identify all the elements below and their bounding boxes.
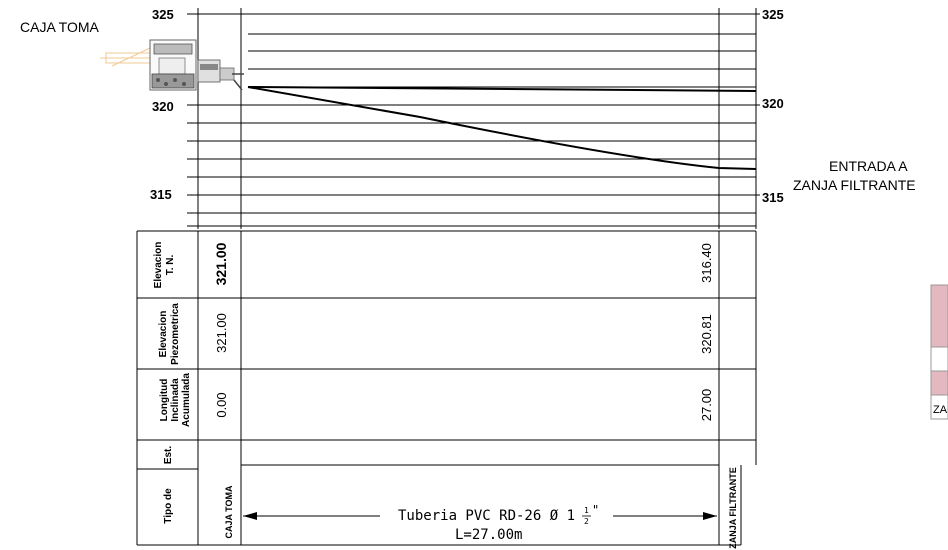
elevation-gridlines bbox=[187, 13, 760, 227]
pipe-fraction-numerator: 1 bbox=[584, 506, 589, 515]
row-header-piezometric-line1: Elevacion bbox=[158, 311, 169, 358]
row-header-est: Est. bbox=[163, 446, 174, 465]
caja-toma-structure-icon bbox=[100, 39, 244, 91]
pipe-description: Tuberia PVC RD-26 Ø 1 bbox=[398, 508, 575, 524]
left-tick-320: 320 bbox=[152, 99, 174, 114]
left-tick-315: 315 bbox=[150, 187, 172, 202]
dimension-arrow-right-icon bbox=[703, 512, 717, 520]
piezometric-line bbox=[247, 86, 757, 92]
row-header-tipo: Tipo de bbox=[163, 488, 174, 524]
start-piezometric-value: 321.00 bbox=[214, 313, 229, 353]
row-header-piezometric-line2: Piezometrica bbox=[170, 303, 181, 365]
end-type-value: ZANJA FILTRANTE bbox=[728, 467, 738, 549]
row-header-terrain-line2: T. N. bbox=[165, 255, 176, 276]
end-length-value: 27.00 bbox=[699, 389, 714, 422]
right-tick-325: 325 bbox=[762, 7, 784, 22]
start-length-value: 0.00 bbox=[214, 392, 229, 417]
dimension-arrow-left-icon bbox=[243, 512, 257, 520]
pipe-fraction-denominator: 2 bbox=[584, 517, 589, 526]
row-header-length-line1: Longitud bbox=[159, 379, 170, 422]
table-frame bbox=[136, 231, 757, 545]
right-tick-320: 320 bbox=[762, 96, 784, 111]
start-station-label: CAJA TOMA bbox=[20, 19, 100, 35]
left-tick-325: 325 bbox=[152, 7, 174, 22]
row-header-length-line2: Inclinada bbox=[170, 378, 181, 422]
start-terrain-value: 321.00 bbox=[213, 242, 229, 285]
row-header-length-line3: Acumulada bbox=[181, 373, 192, 427]
end-piezometric-value: 320.81 bbox=[699, 314, 714, 354]
end-terrain-value: 316.40 bbox=[699, 243, 714, 283]
pipe-length: L=27.00m bbox=[455, 527, 522, 543]
table-rows bbox=[137, 230, 756, 546]
end-station-label-line2: ZANJA FILTRANTE bbox=[793, 177, 916, 193]
legend-fragment bbox=[930, 284, 948, 420]
profile-frame bbox=[197, 8, 757, 229]
start-type-value: CAJA TOMA bbox=[224, 485, 234, 539]
pipe-inch-mark: " bbox=[592, 503, 599, 517]
end-station-label-line1: ENTRADA A bbox=[829, 158, 908, 174]
legend-fragment-text: ZA bbox=[933, 404, 948, 416]
terrain-profile-line bbox=[247, 86, 757, 170]
right-tick-315: 315 bbox=[762, 190, 784, 205]
row-header-terrain-line1: Elevacion bbox=[153, 242, 164, 289]
